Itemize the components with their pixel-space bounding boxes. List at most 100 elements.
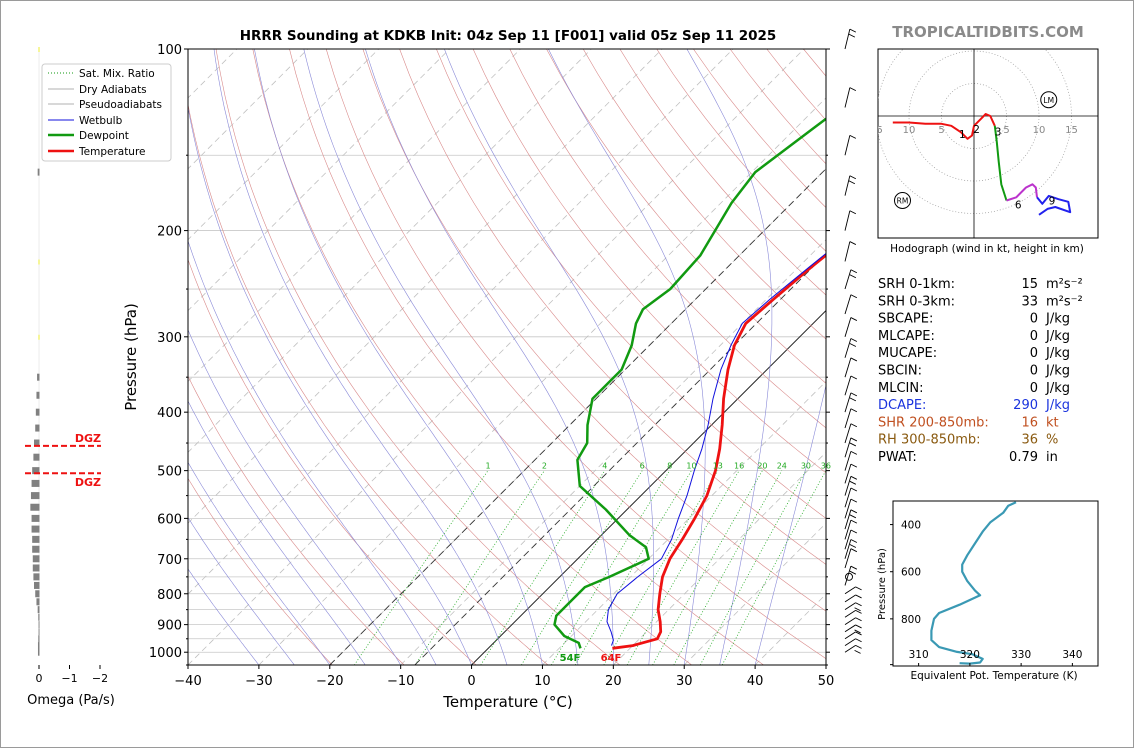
omega-bar <box>36 598 40 606</box>
x-tick-label: 10 <box>534 674 551 689</box>
hodograph-ring-label: 15 <box>870 125 883 136</box>
index-label: PWAT: <box>878 450 917 465</box>
theta-e-x-tick-label: 320 <box>960 649 980 661</box>
wind-barb <box>844 408 852 429</box>
wind-barb-flag <box>850 392 858 397</box>
mix-ratio-label: 24 <box>777 462 787 471</box>
x-tick-label: −10 <box>387 674 414 689</box>
surface-temperature-label: 64F <box>601 653 622 664</box>
index-label: SRH 0-1km: <box>878 277 955 292</box>
wind-barb <box>844 375 852 396</box>
mix-ratio-label: 6 <box>640 462 645 471</box>
dry-adiabat <box>188 477 333 665</box>
theta-e-line <box>930 501 1017 665</box>
index-unit: J/kg <box>1045 346 1070 361</box>
omega-bar <box>37 606 40 614</box>
index-value: 15 <box>1021 277 1038 292</box>
wind-barb-flag <box>849 28 857 33</box>
isotherm <box>542 380 826 665</box>
wind-barb-flag <box>854 607 861 612</box>
x-tick-label: 50 <box>818 674 835 689</box>
wind-barb-flag <box>855 602 862 607</box>
x-tick-label: −20 <box>316 674 343 689</box>
dry-adiabat <box>215 49 621 665</box>
index-value: 0 <box>1030 364 1038 379</box>
theta-e-plot <box>930 501 1017 665</box>
dry-adiabat <box>472 49 826 474</box>
x-tick-label: 20 <box>605 674 622 689</box>
y-tick-label: 800 <box>157 588 182 603</box>
dry-adiabat <box>188 375 405 665</box>
mix-ratio-line <box>550 470 671 665</box>
dry-adiabat <box>509 49 826 429</box>
hodograph-ring-label: 10 <box>1033 125 1046 136</box>
hodograph-km-label: 1 <box>959 129 966 141</box>
wind-barb-flag <box>849 175 857 180</box>
dry-adiabat <box>252 49 692 665</box>
hodograph-ring-label: 5 <box>1003 125 1009 136</box>
x-tick-label: 40 <box>747 674 764 689</box>
index-value: 36 <box>1021 433 1038 448</box>
storm-motion-marker <box>1040 91 1058 109</box>
reference-dashed-line <box>329 168 826 665</box>
wind-barb-flag <box>850 519 858 524</box>
pseudoadiabat <box>188 240 437 665</box>
wind-barb <box>844 437 852 458</box>
wind-barb <box>844 539 852 559</box>
isotherm <box>188 49 734 595</box>
omega-bar <box>34 581 40 589</box>
omega-bar <box>32 545 40 553</box>
wind-barb <box>844 529 852 550</box>
pseudoadiabat <box>188 517 295 665</box>
wind-barb-flag <box>849 480 857 485</box>
wind-barb-flag <box>849 274 857 279</box>
omega-bar <box>37 642 40 650</box>
wind-barb-flag <box>849 241 857 245</box>
wind-barb <box>844 624 856 633</box>
wind-barb <box>844 317 852 337</box>
isotherm <box>683 522 826 665</box>
hodograph-trace <box>1036 194 1072 216</box>
skewt-axes: −40 −30 −20 −10 0 10 20 30 40 50 100 200 300 400 500 60… <box>149 43 834 689</box>
legend-dry-adiabats: Dry Adiabats <box>79 84 147 96</box>
omega-x-tick-label: 0 <box>36 672 43 685</box>
y-tick-label: 600 <box>157 512 182 527</box>
wind-barb-flag <box>850 529 858 534</box>
wind-barb-flag <box>850 294 858 299</box>
omega-bar <box>31 525 40 533</box>
isotherm <box>400 239 826 665</box>
wind-barb-flag <box>850 463 858 468</box>
mix-ratio-label: 36 <box>821 462 831 471</box>
wind-barb <box>844 498 852 519</box>
storm-motion-label: RM <box>897 197 909 206</box>
wind-barb-flag <box>850 317 858 321</box>
omega-bar <box>34 439 40 447</box>
hodograph-trace <box>1006 183 1038 202</box>
index-unit: J/kg <box>1045 398 1070 413</box>
y-tick-label: 300 <box>157 331 182 346</box>
wind-barb-flag <box>849 87 857 92</box>
mix-ratio-label: 8 <box>667 462 672 471</box>
isotherm <box>471 309 826 665</box>
profile-wetbulb <box>606 252 826 646</box>
x-tick-label: 30 <box>676 674 693 689</box>
index-unit: J/kg <box>1045 312 1070 327</box>
wind-barb-flag <box>849 210 857 215</box>
dry-adiabat <box>436 49 826 519</box>
omega-panel: DGZ DGZ 0 −1 −2 <box>25 47 108 685</box>
index-label: MLCIN: <box>878 381 923 396</box>
dry-adiabat <box>362 49 826 612</box>
watermark: TROPICALTIDBITS.COM <box>892 23 1084 41</box>
wind-barb-flag <box>849 570 857 575</box>
isotherm <box>188 49 309 170</box>
mix-ratio-line <box>652 470 763 665</box>
wind-barb-flag <box>850 450 858 455</box>
hodograph-km-label: 6 <box>1015 199 1022 211</box>
wind-barb <box>844 451 852 471</box>
wind-barb <box>844 519 852 540</box>
hodograph-caption: Hodograph (wind in kt, height in km) <box>890 243 1084 255</box>
index-value: 0.79 <box>1009 450 1038 465</box>
omega-xlabel: Omega (Pa/s) <box>27 693 115 708</box>
wind-barb <box>844 392 852 413</box>
wind-barb <box>844 357 852 378</box>
